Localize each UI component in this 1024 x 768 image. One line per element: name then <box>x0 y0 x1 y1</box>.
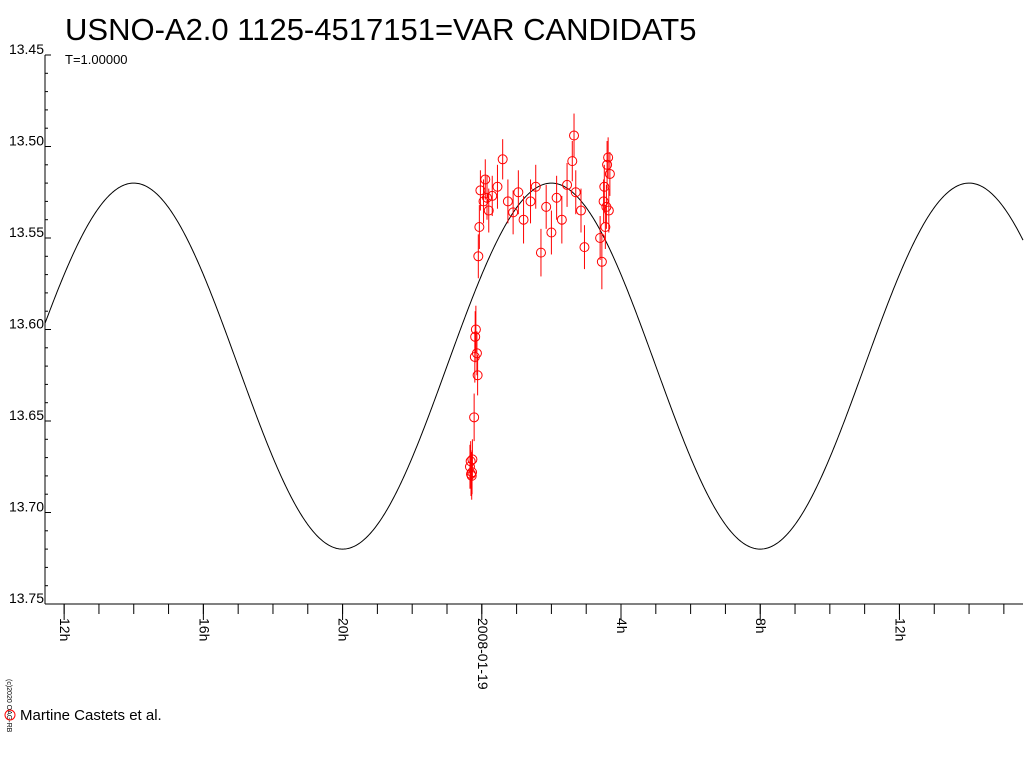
data-point <box>604 168 615 179</box>
data-point <box>562 179 573 190</box>
y-tick-label: 13.60 <box>9 316 44 332</box>
data-point <box>575 205 586 216</box>
data-point <box>541 201 552 212</box>
data-point <box>513 187 524 198</box>
data-point <box>569 130 580 141</box>
legend-label: Martine Castets et al. <box>20 707 162 724</box>
data-point <box>518 214 529 225</box>
data-point <box>530 181 541 192</box>
chart-title: USNO-A2.0 1125-4517151=VAR CANDIDAT5 <box>65 12 697 47</box>
data-point <box>482 192 493 203</box>
data-point <box>546 227 557 238</box>
data-point <box>502 196 513 207</box>
data-point <box>599 181 610 192</box>
data-point <box>600 222 611 233</box>
x-tick-label: 8h <box>753 618 769 634</box>
data-point <box>579 242 590 253</box>
data-point <box>474 222 485 233</box>
data-point <box>598 196 609 207</box>
data-point <box>497 154 508 165</box>
data-point <box>470 324 481 335</box>
data-point <box>595 233 606 243</box>
data-point <box>570 187 581 198</box>
y-tick-label: 13.65 <box>9 407 44 423</box>
data-point <box>603 205 614 216</box>
y-axis-ticks: 13.45 13.50 13.55 13.60 13.65 13.70 13.75 <box>9 41 51 606</box>
data-point <box>525 196 536 207</box>
data-point <box>473 251 484 262</box>
data-point <box>483 205 494 216</box>
y-tick-label: 13.45 <box>9 41 44 57</box>
data-point <box>508 207 519 218</box>
data-point <box>467 454 478 465</box>
y-tick-label: 13.75 <box>9 590 44 606</box>
y-tick-label: 13.55 <box>9 224 44 240</box>
data-point <box>602 159 613 170</box>
data-point <box>492 181 503 192</box>
chart-subtitle: T=1.00000 <box>65 52 128 67</box>
data-point <box>480 174 491 185</box>
x-tick-label: 20h <box>336 618 352 641</box>
data-point <box>535 247 546 258</box>
copyright-credit: (c)2020 OAG-RB <box>5 679 12 733</box>
data-point <box>551 192 562 203</box>
data-point <box>472 370 483 381</box>
x-tick-label: 2008-01-19 <box>475 618 491 690</box>
sinusoid-model-curve <box>44 182 1024 550</box>
data-points <box>464 113 615 500</box>
legend-marker <box>4 709 16 721</box>
data-point <box>603 152 614 163</box>
x-tick-label: 12h <box>892 618 908 641</box>
y-tick-label: 13.50 <box>9 133 44 149</box>
data-point <box>567 156 578 167</box>
data-point <box>556 214 567 225</box>
data-point <box>469 412 480 423</box>
data-point <box>470 331 481 342</box>
x-tick-label: 4h <box>614 618 630 634</box>
x-tick-label: 12h <box>57 618 73 641</box>
data-point <box>478 196 489 207</box>
data-point <box>596 256 607 267</box>
x-tick-label: 16h <box>196 618 212 641</box>
data-point <box>471 348 482 359</box>
axes <box>44 55 1023 605</box>
y-tick-label: 13.70 <box>9 499 44 515</box>
x-axis-ticks: 12h 16h 20h 2008-01-19 4h 8h 12h <box>57 604 1005 690</box>
data-point <box>487 190 498 201</box>
